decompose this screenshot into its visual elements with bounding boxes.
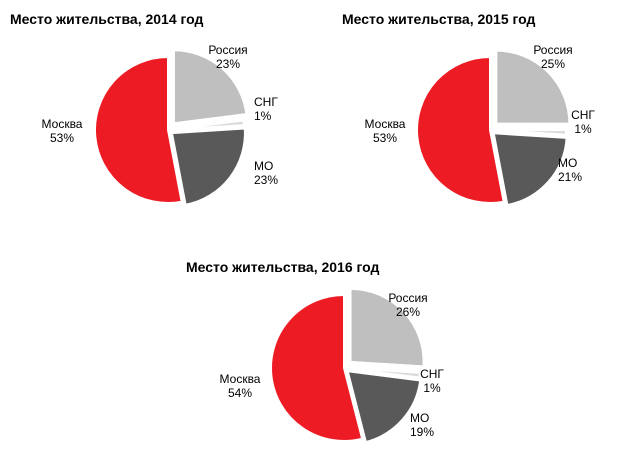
slice-label-russia-2014: Россия 23% [208,43,247,71]
slice-name: МО [254,159,273,173]
pie-slice-cis-2014 [170,119,245,131]
slice-value: 26% [396,305,420,319]
slice-value: 1% [423,381,441,395]
slice-value: 1% [574,122,592,136]
pie-slice-moscow-2016 [270,293,364,442]
chart-title-2016: Место жительства, 2016 год [186,259,380,275]
slice-name: Россия [533,43,572,57]
pie-chart-2016: Место жительства, 2016 год Россия 26% СНГ 1%… [186,259,444,444]
slice-value: 19% [410,425,434,439]
slice-label-moscow-2016: Москва 54% [220,372,261,400]
slice-label-mo-2014: МО 23% [254,159,278,187]
pie-slice-russia-2016 [349,287,425,368]
slice-label-moscow-2014: Москва 53% [42,117,83,145]
slice-label-moscow-2015: Москва 53% [365,117,406,145]
pie-slice-mo-2015 [492,132,568,207]
slice-value: 21% [558,170,582,184]
slice-label-mo-2015: МО 21% [558,156,582,184]
slice-value: 23% [254,173,278,187]
pie-slice-russia-2014 [172,49,248,125]
slice-name: МО [558,156,577,170]
pie-chart-2015: Место жительства, 2015 год Россия 25% СНГ 1%… [342,11,595,207]
pie-slice-cis-2015 [492,129,567,136]
slice-name: Москва [365,117,406,131]
slice-name: Россия [388,291,427,305]
slice-value: 1% [254,109,272,123]
slice-name: СНГ [571,108,595,122]
slice-value: 25% [541,57,565,71]
slice-value: 53% [50,131,74,145]
pie-slice-cis-2016 [346,367,421,379]
chart-title-2015: Место жительства, 2015 год [342,11,536,27]
slice-label-russia-2016: Россия 26% [388,291,427,319]
slice-label-mo-2016: МО 19% [410,411,434,439]
pie-slice-mo-2014 [170,127,246,206]
slice-value: 23% [216,57,240,71]
slice-value: 54% [228,386,252,400]
slice-name: Москва [42,117,83,131]
pie-slice-mo-2016 [346,370,422,444]
slice-value: 53% [373,131,397,145]
pie-slice-russia-2015 [495,49,571,125]
chart-title-2014: Место жительства, 2014 год [10,11,204,27]
slice-name: МО [410,411,429,425]
slice-name: СНГ [420,367,444,381]
slice-label-cis-2016: СНГ 1% [420,367,444,395]
slice-name: Москва [220,372,261,386]
pie-slice-moscow-2015 [416,55,505,204]
pie-slice-moscow-2014 [94,55,183,204]
slice-name: Россия [208,43,247,57]
slice-label-russia-2015: Россия 25% [533,43,572,71]
slice-name: СНГ [254,95,278,109]
slice-label-cis-2015: СНГ 1% [571,108,595,136]
slice-label-cis-2014: СНГ 1% [254,95,278,123]
